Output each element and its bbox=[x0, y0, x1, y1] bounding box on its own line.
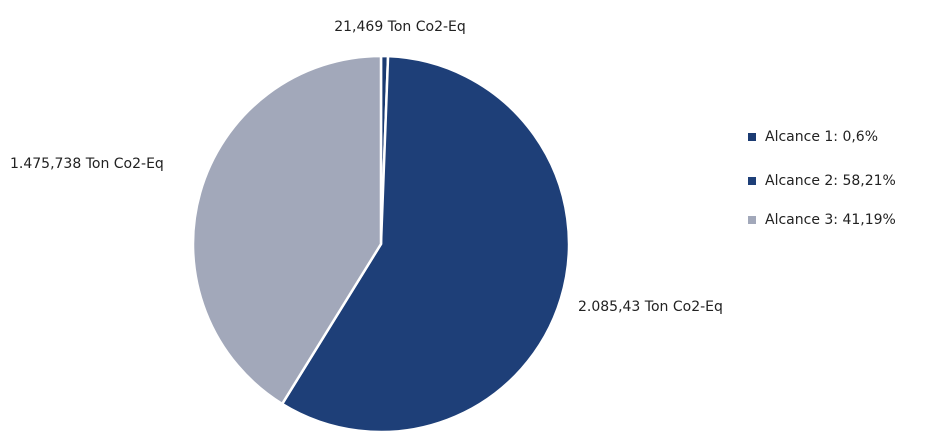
data-label: 1.475,738 Ton Co2-Eq bbox=[10, 156, 164, 172]
legend-label: Alcance 2: 58,21% bbox=[765, 173, 896, 189]
pie-slice bbox=[280, 54, 571, 433]
data-label: 21,469 Ton Co2-Eq bbox=[334, 19, 466, 35]
legend-swatch bbox=[748, 133, 756, 141]
legend-label: Alcance 3: 41,19% bbox=[765, 212, 896, 228]
legend-swatch bbox=[748, 177, 756, 185]
legend-swatch bbox=[748, 216, 756, 224]
legend-label: Alcance 1: 0,6% bbox=[765, 129, 878, 145]
pie-slice bbox=[191, 54, 383, 406]
data-label: 2.085,43 Ton Co2-Eq bbox=[578, 299, 723, 315]
